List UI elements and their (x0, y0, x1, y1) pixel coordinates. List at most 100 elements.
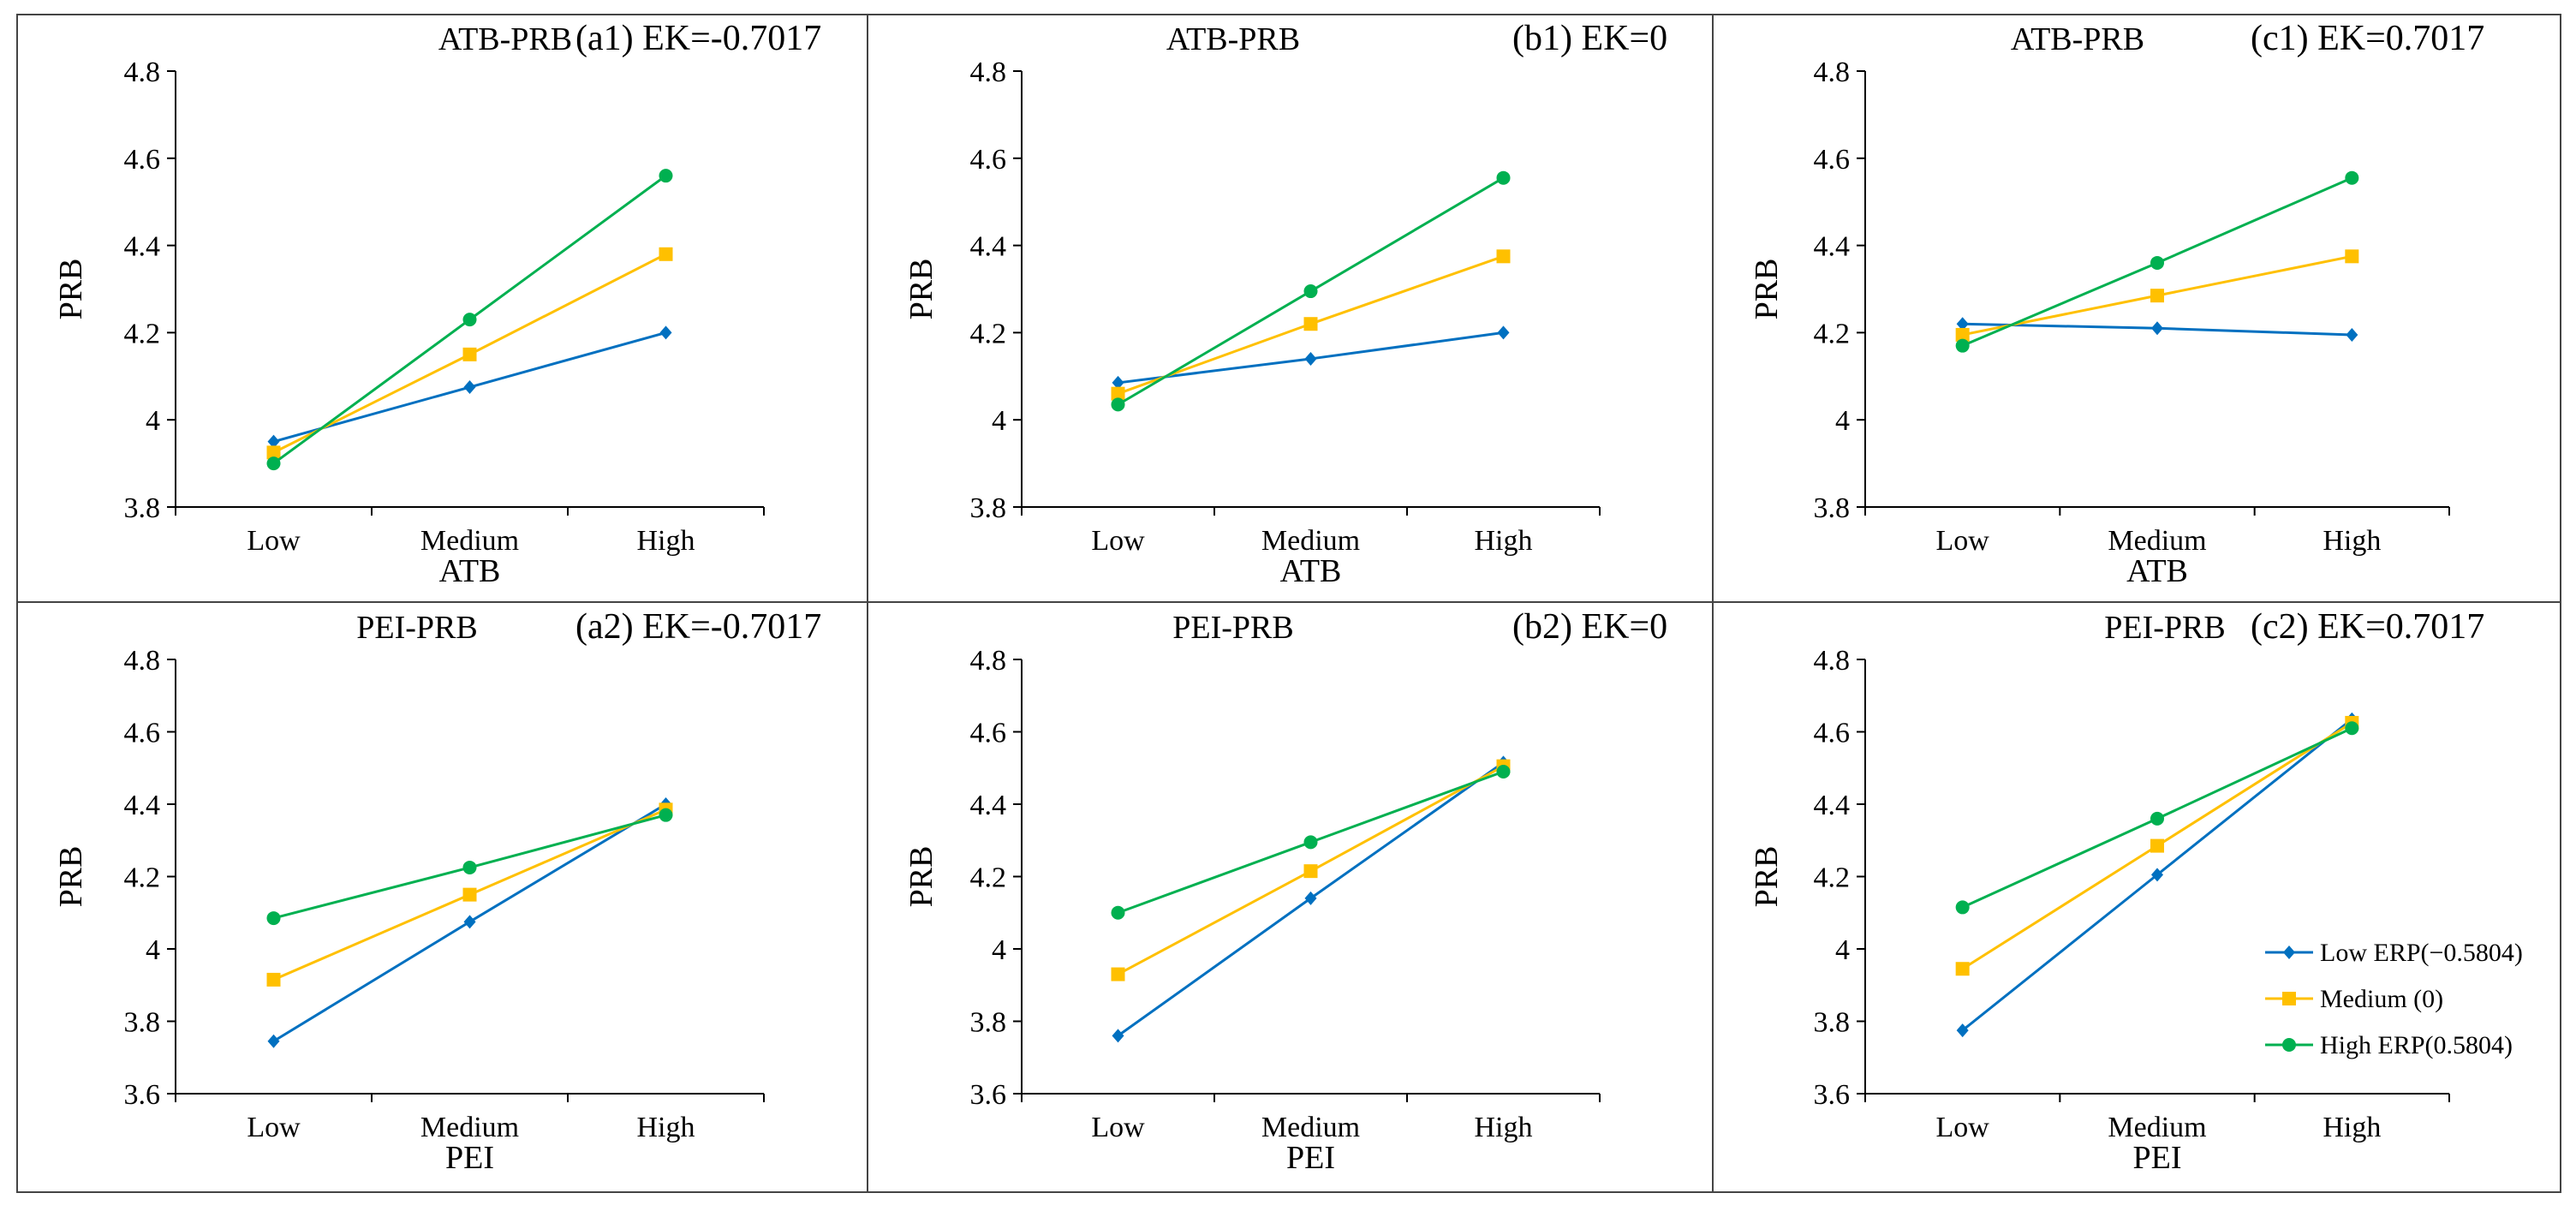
data-point (2150, 289, 2164, 303)
y-tick-label: 4.8 (1814, 57, 1851, 88)
data-point (462, 347, 477, 361)
y-tick-label: 3.8 (970, 492, 1007, 524)
data-point (1111, 397, 1125, 412)
data-point (1303, 864, 1318, 879)
data-point (2150, 255, 2164, 270)
panel-c1: 3.8 4 4.2 4.4 4.6 4.8 Low Medium High ATB PRB ATB-P… (1712, 14, 2561, 603)
x-tick-label: Medium (420, 1112, 519, 1143)
x-tick-label: Low (1091, 1112, 1145, 1143)
y-tick-label: 4 (146, 405, 160, 437)
y-tick-label: 3.8 (1814, 1007, 1851, 1039)
panel-title: PEI-PRB (1172, 610, 1293, 646)
data-point (1497, 325, 1510, 340)
x-tick-label: High (2323, 1112, 2381, 1143)
y-tick-label: 4.4 (124, 231, 161, 263)
y-tick-label: 4 (992, 934, 1006, 966)
data-point (463, 380, 476, 395)
data-point (1303, 317, 1318, 331)
data-point (659, 169, 673, 183)
panel-border (1712, 601, 2561, 1193)
y-tick-label: 4.2 (1814, 318, 1851, 349)
data-point (1956, 317, 1969, 331)
data-point (1111, 967, 1125, 981)
panel-title: ATB-PRB (2011, 21, 2144, 57)
data-point (1955, 900, 1970, 915)
y-tick-label: 4.6 (124, 718, 161, 749)
x-axis-label: PEI (1286, 1140, 1335, 1176)
panel-title: ATB-PRB (1166, 21, 1300, 57)
y-tick-label: 4.8 (1814, 645, 1851, 677)
x-tick-label: Medium (2108, 1112, 2206, 1143)
y-tick-label: 4.2 (970, 862, 1007, 894)
x-axis-label: ATB (1280, 553, 1342, 589)
y-axis-label: PRB (903, 846, 939, 908)
data-point (1956, 1023, 1969, 1038)
legend: Low ERP(−0.5804) Medium (0) High ERP(0.580… (2265, 939, 2523, 1059)
data-point (1111, 905, 1125, 920)
panel-b1: 3.8 4 4.2 4.4 4.6 4.8 Low Medium High ATB PRB ATB-P… (867, 14, 1714, 603)
y-axis-label: PRB (1749, 846, 1785, 908)
data-point (2151, 868, 2163, 882)
y-tick-label: 4.8 (124, 645, 161, 677)
data-point (1303, 835, 1318, 850)
x-tick-label: Medium (1261, 1112, 1360, 1143)
y-tick-label: 4.6 (1814, 144, 1851, 176)
data-point (266, 911, 281, 926)
x-tick-label: High (1475, 1112, 1533, 1143)
y-tick-label: 4.6 (970, 144, 1007, 176)
data-point (659, 808, 673, 822)
data-point (1304, 891, 1317, 905)
data-point (2150, 838, 2164, 853)
panel-b2: 3.6 3.8 4 4.2 4.4 4.6 4.8 Low Medium High PEI PRB PE… (867, 601, 1714, 1193)
legend-marker (2282, 992, 2296, 1005)
x-tick-label: High (637, 1112, 695, 1143)
data-point (462, 887, 477, 902)
panel-tag: (a1) EK=-0.7017 (575, 19, 821, 58)
panel-c2: 3.6 3.8 4 4.2 4.4 4.6 4.8 Low Medium High PEI PRB PE… (1712, 601, 2561, 1193)
y-tick-label: 4.6 (1814, 718, 1851, 749)
data-point (2345, 170, 2359, 185)
y-tick-label: 3.8 (124, 492, 161, 524)
y-tick-label: 4.4 (1814, 231, 1851, 263)
y-tick-label: 4.8 (970, 57, 1007, 88)
y-tick-label: 4.4 (970, 790, 1007, 821)
data-point (1496, 170, 1511, 185)
x-tick-label: High (1475, 525, 1533, 557)
x-tick-label: Low (1936, 525, 1990, 557)
data-point (266, 456, 281, 471)
legend-label: Low ERP(−0.5804) (2320, 939, 2523, 967)
data-point (267, 434, 280, 449)
data-point (463, 915, 476, 929)
data-point (267, 1034, 280, 1048)
data-point (1955, 962, 1970, 976)
x-tick-label: Low (1936, 1112, 1990, 1143)
x-tick-label: Low (1091, 525, 1145, 557)
legend-label: Medium (0) (2320, 985, 2443, 1013)
data-point (1111, 386, 1125, 401)
y-axis-label: PRB (53, 846, 89, 908)
y-tick-label: 3.8 (124, 1007, 161, 1039)
panel-a1: 3.8 4 4.2 4.4 4.6 4.8 Low Medium High ATB PRB ATB-P… (16, 14, 868, 603)
y-tick-label: 4.2 (124, 318, 161, 349)
data-point (1955, 338, 1970, 353)
y-axis-label: PRB (53, 259, 89, 320)
x-tick-label: Medium (1261, 525, 1360, 557)
x-axis-label: PEI (445, 1140, 494, 1176)
panel-title: PEI-PRB (356, 610, 477, 646)
panel-a2: 3.6 3.8 4 4.2 4.4 4.6 4.8 Low Medium High PEI PRB PE… (16, 601, 868, 1193)
data-point (1955, 327, 1970, 342)
y-tick-label: 4.8 (970, 645, 1007, 677)
y-tick-label: 4.6 (124, 144, 161, 176)
y-tick-label: 4.6 (970, 718, 1007, 749)
panel-tag: (b2) EK=0 (1512, 607, 1667, 647)
data-point (462, 860, 477, 874)
data-point (1112, 1029, 1124, 1043)
y-tick-label: 4.4 (970, 231, 1007, 263)
data-point (2345, 249, 2359, 264)
y-tick-label: 4 (1835, 934, 1850, 966)
y-tick-label: 4.4 (1814, 790, 1851, 821)
y-tick-label: 3.6 (970, 1079, 1007, 1111)
data-point (462, 313, 477, 327)
y-tick-label: 4.2 (970, 318, 1007, 349)
